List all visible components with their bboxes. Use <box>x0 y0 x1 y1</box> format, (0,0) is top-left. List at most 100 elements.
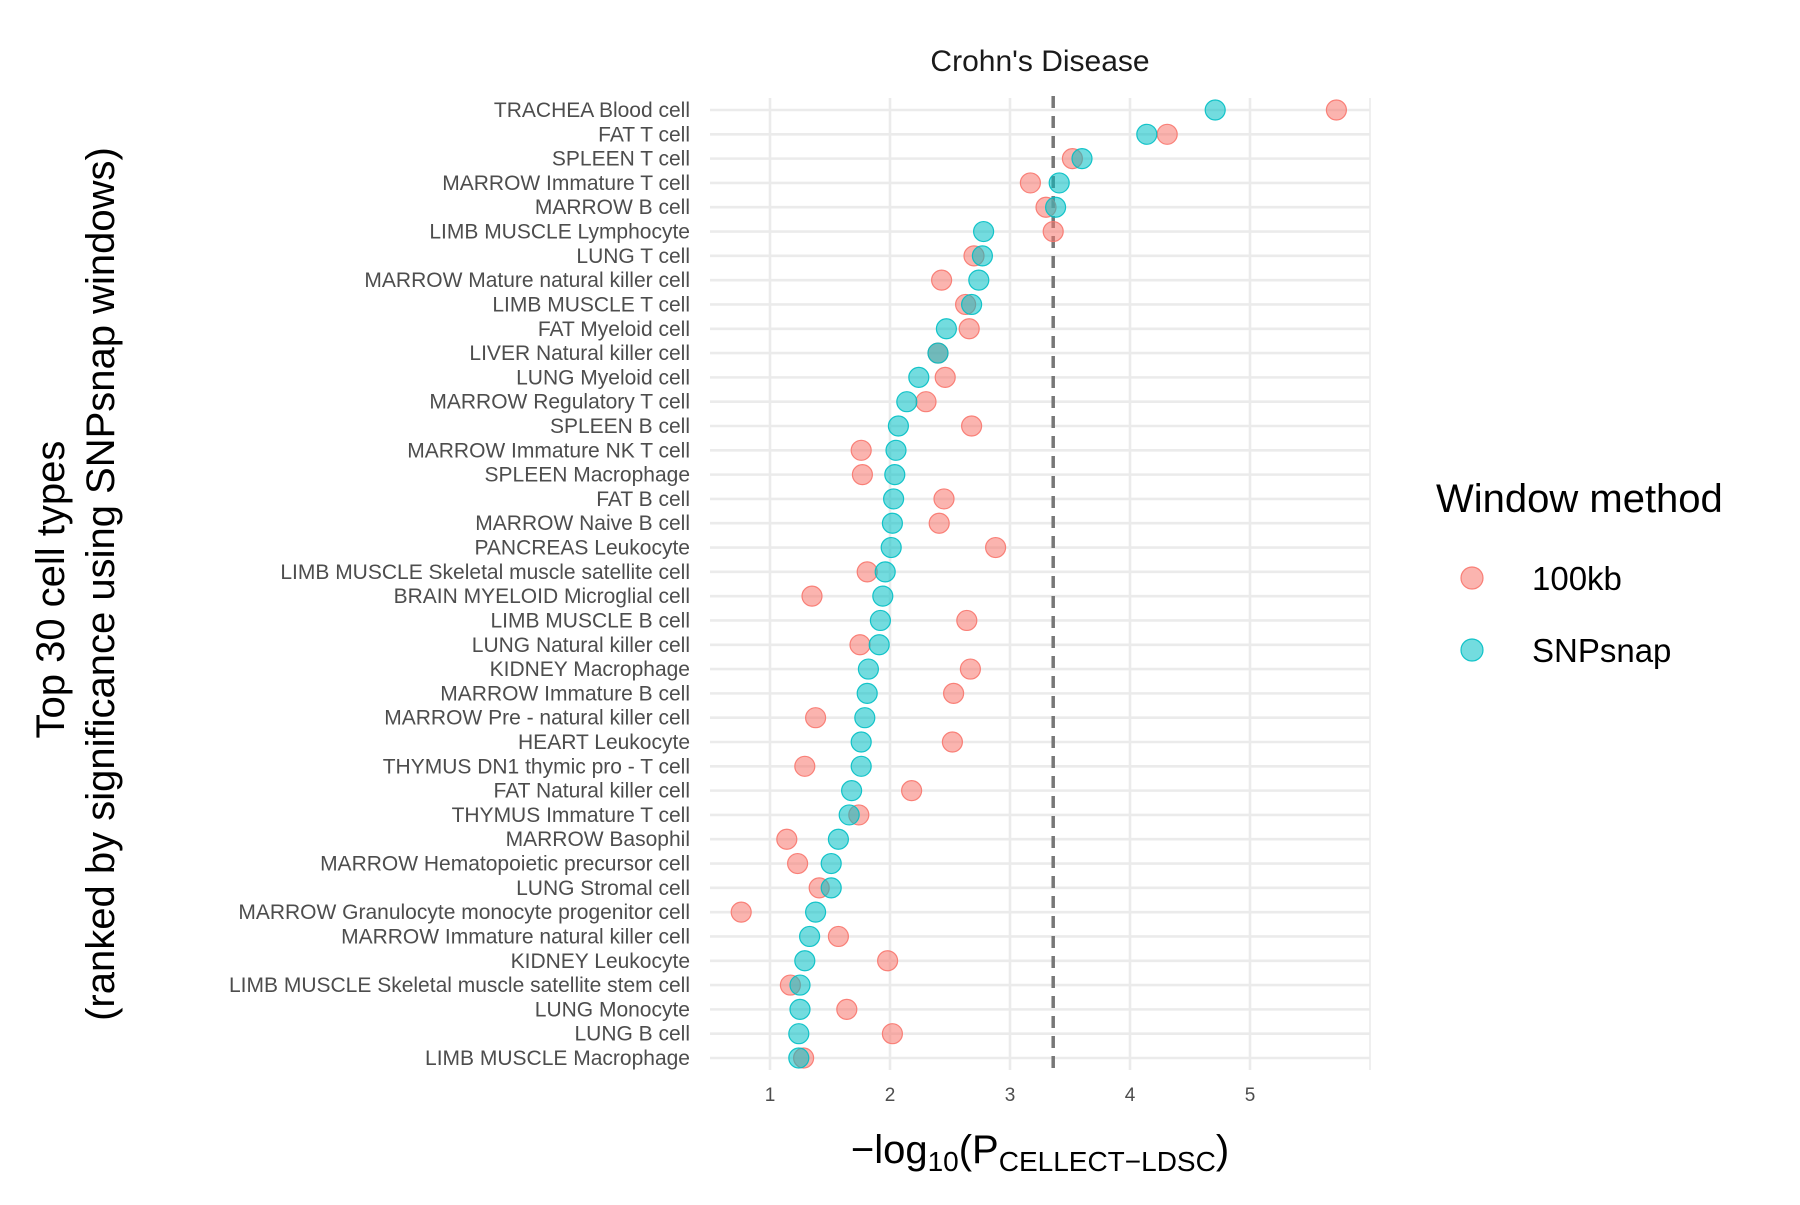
point-100kb-spleen-macrophage <box>851 464 874 486</box>
y-axis-title-line1: Top 30 cell types <box>29 441 73 739</box>
point-snpsnap-marrow-naive-b-cell <box>881 512 904 534</box>
y-tick-label: LUNG Monocyte <box>535 998 690 1021</box>
y-tick-label: MARROW B cell <box>535 196 690 219</box>
legend-label-snpsnap: SNPsnap <box>1532 632 1671 669</box>
y-tick-label: MARROW Immature T cell <box>442 172 690 195</box>
y-tick-label: FAT B cell <box>596 488 690 511</box>
y-axis-title: Top 30 cell types (ranked by significanc… <box>29 147 123 1021</box>
point-100kb-lung-natural-killer-cell <box>849 634 871 656</box>
point-snpsnap-marrow-immature-natural-killer-cell <box>798 925 821 948</box>
point-snpsnap-spleen-macrophage <box>884 464 906 486</box>
y-tick-label: LUNG B cell <box>574 1023 690 1046</box>
point-snpsnap-thymus-immature-t-cell <box>838 804 860 826</box>
y-tick-label: THYMUS DN1 thymic pro - T cell <box>383 755 690 778</box>
point-100kb-marrow-immature-t-cell <box>1019 172 1042 194</box>
point-100kb-marrow-basophil <box>776 828 798 850</box>
point-snpsnap-limb-muscle-lymphocyte <box>972 220 995 243</box>
y-tick-label: FAT Natural killer cell <box>494 780 690 803</box>
y-tick-label: LIMB MUSCLE Macrophage <box>425 1047 690 1070</box>
point-snpsnap-marrow-granulocyte-monocyte-progenitor-cell <box>804 901 827 923</box>
point-100kb-fat-t-cell <box>1156 123 1178 145</box>
point-100kb-marrow-immature-natural-killer-cell <box>827 925 850 948</box>
x-axis-title-subscript: 10 <box>928 1146 959 1177</box>
point-snpsnap-limb-muscle-skeletal-muscle-satellite-stem-cell <box>789 974 811 996</box>
point-snpsnap-limb-muscle-skeletal-muscle-satellite-cell <box>874 561 896 583</box>
point-snpsnap-fat-t-cell <box>1136 123 1158 145</box>
point-100kb-marrow-hematopoietic-precursor-cell <box>786 852 809 875</box>
point-snpsnap-spleen-t-cell <box>1071 148 1093 170</box>
point-snpsnap-fat-myeloid-cell <box>935 318 958 340</box>
x-tick-label: 1 <box>765 1085 776 1106</box>
y-tick-label: LUNG Natural killer cell <box>472 634 690 657</box>
y-tick-label: KIDNEY Macrophage <box>490 658 690 681</box>
point-snpsnap-liver-natural-killer-cell <box>927 342 949 364</box>
point-100kb-lung-monocyte <box>836 998 858 1020</box>
point-snpsnap-lung-myeloid-cell <box>908 366 930 388</box>
point-snpsnap-pancreas-leukocyte <box>880 536 902 559</box>
y-tick-label: LIVER Natural killer cell <box>469 342 690 365</box>
y-tick-label: KIDNEY Leukocyte <box>511 950 690 973</box>
point-snpsnap-lung-t-cell <box>971 245 994 267</box>
y-tick-label: SPLEEN T cell <box>552 148 690 171</box>
point-100kb-limb-muscle-lymphocyte <box>1042 220 1064 243</box>
point-100kb-lung-b-cell <box>881 1023 904 1045</box>
y-tick-label: THYMUS Immature T cell <box>452 804 690 827</box>
point-snpsnap-marrow-immature-t-cell <box>1048 172 1070 194</box>
point-snpsnap-lung-b-cell <box>788 1023 810 1045</box>
point-100kb-marrow-granulocyte-monocyte-progenitor-cell <box>730 901 752 923</box>
point-snpsnap-lung-stromal-cell <box>820 877 842 899</box>
y-axis-title-line2: (ranked by significance using SNPsnap wi… <box>79 147 123 1021</box>
points <box>730 99 1348 1069</box>
y-tick-label: LIMB MUSCLE Skeletal muscle satellite ce… <box>280 561 690 584</box>
x-tick-label: 4 <box>1125 1085 1136 1106</box>
point-100kb-marrow-regulatory-t-cell <box>915 391 937 413</box>
y-tick-label: FAT Myeloid cell <box>538 318 690 341</box>
y-tick-label: MARROW Pre - natural killer cell <box>384 707 690 730</box>
point-100kb-marrow-naive-b-cell <box>928 512 950 534</box>
x-axis-title-open: (P <box>959 1128 999 1172</box>
point-snpsnap-brain-myeloid-microglial-cell <box>872 585 894 607</box>
point-snpsnap-trachea-blood-cell <box>1204 99 1226 121</box>
y-tick-label: SPLEEN Macrophage <box>485 464 690 487</box>
point-100kb-fat-myeloid-cell <box>958 318 980 340</box>
point-snpsnap-lung-monocyte <box>789 998 811 1020</box>
point-snpsnap-marrow-mature-natural-killer-cell <box>968 269 990 291</box>
y-tick-label: MARROW Basophil <box>506 828 690 851</box>
point-snpsnap-kidney-macrophage <box>857 658 880 680</box>
y-tick-label: LUNG T cell <box>576 245 690 268</box>
x-tick-label: 3 <box>1005 1085 1016 1106</box>
legend: Window method 100kb SNPsnap <box>1436 477 1723 669</box>
point-100kb-limb-muscle-skeletal-muscle-satellite-cell <box>856 561 878 583</box>
point-100kb-limb-muscle-b-cell <box>956 609 978 632</box>
point-100kb-fat-b-cell <box>933 488 955 510</box>
x-tick-label: 5 <box>1245 1085 1256 1106</box>
point-100kb-kidney-leukocyte <box>876 950 899 972</box>
y-tick-label: MARROW Mature natural killer cell <box>364 269 690 292</box>
point-snpsnap-marrow-pre-natural-killer-cell <box>854 707 876 729</box>
point-snpsnap-kidney-leukocyte <box>794 950 816 972</box>
point-snpsnap-thymus-dn1-thymic-pro-t-cell <box>850 755 872 777</box>
x-tick-labels: 1 2 3 4 5 <box>765 1085 1256 1106</box>
y-tick-label: LIMB MUSCLE B cell <box>490 609 690 632</box>
point-100kb-heart-leukocyte <box>941 731 964 753</box>
point-snpsnap-marrow-immature-nk-t-cell <box>885 439 907 461</box>
y-tick-label: LIMB MUSCLE Skeletal muscle satellite st… <box>229 974 690 997</box>
y-tick-label: TRACHEA Blood cell <box>494 99 690 122</box>
x-tick-label: 2 <box>885 1085 896 1106</box>
y-tick-label: MARROW Immature natural killer cell <box>341 925 690 948</box>
point-snpsnap-limb-muscle-b-cell <box>869 609 892 632</box>
point-100kb-spleen-b-cell <box>960 415 983 437</box>
point-snpsnap-marrow-immature-b-cell <box>856 682 878 704</box>
x-axis-title-subscript-method: CELLECT−LDSC <box>999 1146 1216 1177</box>
point-snpsnap-marrow-regulatory-t-cell <box>896 391 918 413</box>
point-snpsnap-lung-natural-killer-cell <box>868 634 890 656</box>
point-snpsnap-marrow-basophil <box>827 828 850 850</box>
y-tick-label: SPLEEN B cell <box>550 415 690 438</box>
y-tick-label: MARROW Regulatory T cell <box>429 391 690 414</box>
point-snpsnap-limb-muscle-t-cell <box>960 293 983 316</box>
point-snpsnap-limb-muscle-macrophage <box>788 1047 810 1069</box>
x-axis-title-close: ) <box>1216 1128 1229 1172</box>
y-tick-label: LIMB MUSCLE T cell <box>492 293 690 316</box>
y-tick-label: MARROW Naive B cell <box>475 512 690 535</box>
